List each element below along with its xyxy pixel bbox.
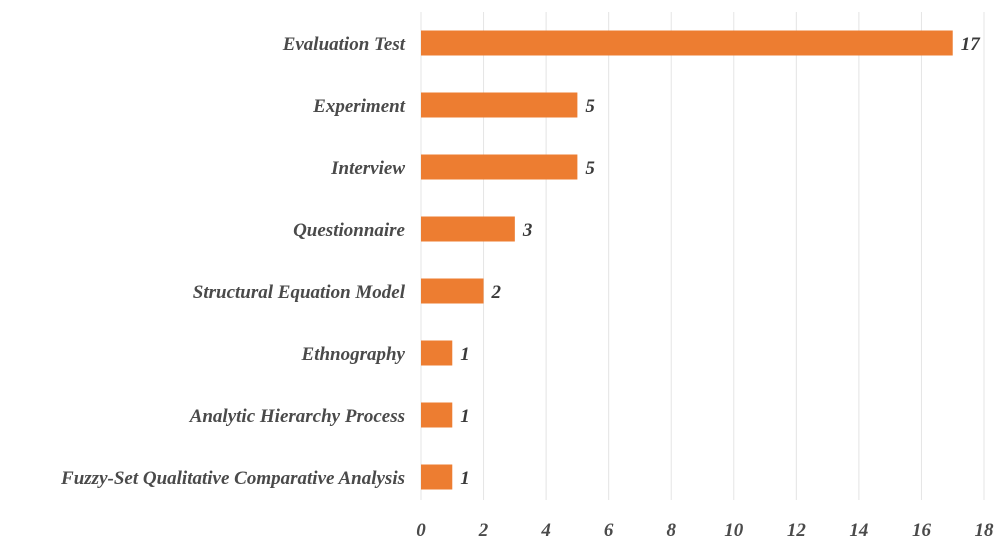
bars <box>421 30 953 490</box>
category-label: Questionnaire <box>293 220 405 241</box>
x-tick-label: 0 <box>416 520 426 541</box>
category-label: Interview <box>330 158 405 179</box>
bar <box>421 278 484 304</box>
x-tick-label: 14 <box>849 520 868 541</box>
bar <box>421 402 453 428</box>
data-label: 2 <box>491 282 502 303</box>
data-label: 1 <box>460 406 470 427</box>
bar <box>421 30 953 56</box>
gridlines <box>420 12 985 500</box>
category-label: Ethnography <box>301 344 406 365</box>
bar <box>421 216 515 242</box>
x-axis-tick-labels: 0 2 4 6 8 10 12 14 16 18 <box>416 520 994 541</box>
data-label: 1 <box>460 468 470 489</box>
category-label: Fuzzy-Set Qualitative Comparative Analys… <box>60 468 405 489</box>
bar <box>421 92 578 118</box>
data-label: 5 <box>585 96 595 117</box>
data-label: 3 <box>522 220 533 241</box>
x-tick-label: 18 <box>975 520 995 541</box>
x-tick-label: 12 <box>787 520 807 541</box>
data-label: 1 <box>460 344 470 365</box>
x-tick-label: 8 <box>666 520 676 541</box>
bar <box>421 154 578 180</box>
category-label: Evaluation Test <box>282 34 406 55</box>
category-label: Structural Equation Model <box>193 282 406 303</box>
data-label: 17 <box>961 34 982 55</box>
bar <box>421 464 453 490</box>
category-label: Experiment <box>312 96 406 117</box>
x-tick-label: 2 <box>478 520 489 541</box>
category-label: Analytic Hierarchy Process <box>189 406 405 427</box>
x-tick-label: 4 <box>540 520 551 541</box>
data-label: 5 <box>585 158 595 179</box>
x-tick-label: 16 <box>912 520 932 541</box>
x-tick-label: 6 <box>604 520 614 541</box>
bar <box>421 340 453 366</box>
value-labels: 17 5 5 3 2 1 1 1 <box>460 34 981 489</box>
x-tick-label: 10 <box>724 520 744 541</box>
category-labels: Evaluation Test Experiment Interview Questi… <box>60 34 406 489</box>
